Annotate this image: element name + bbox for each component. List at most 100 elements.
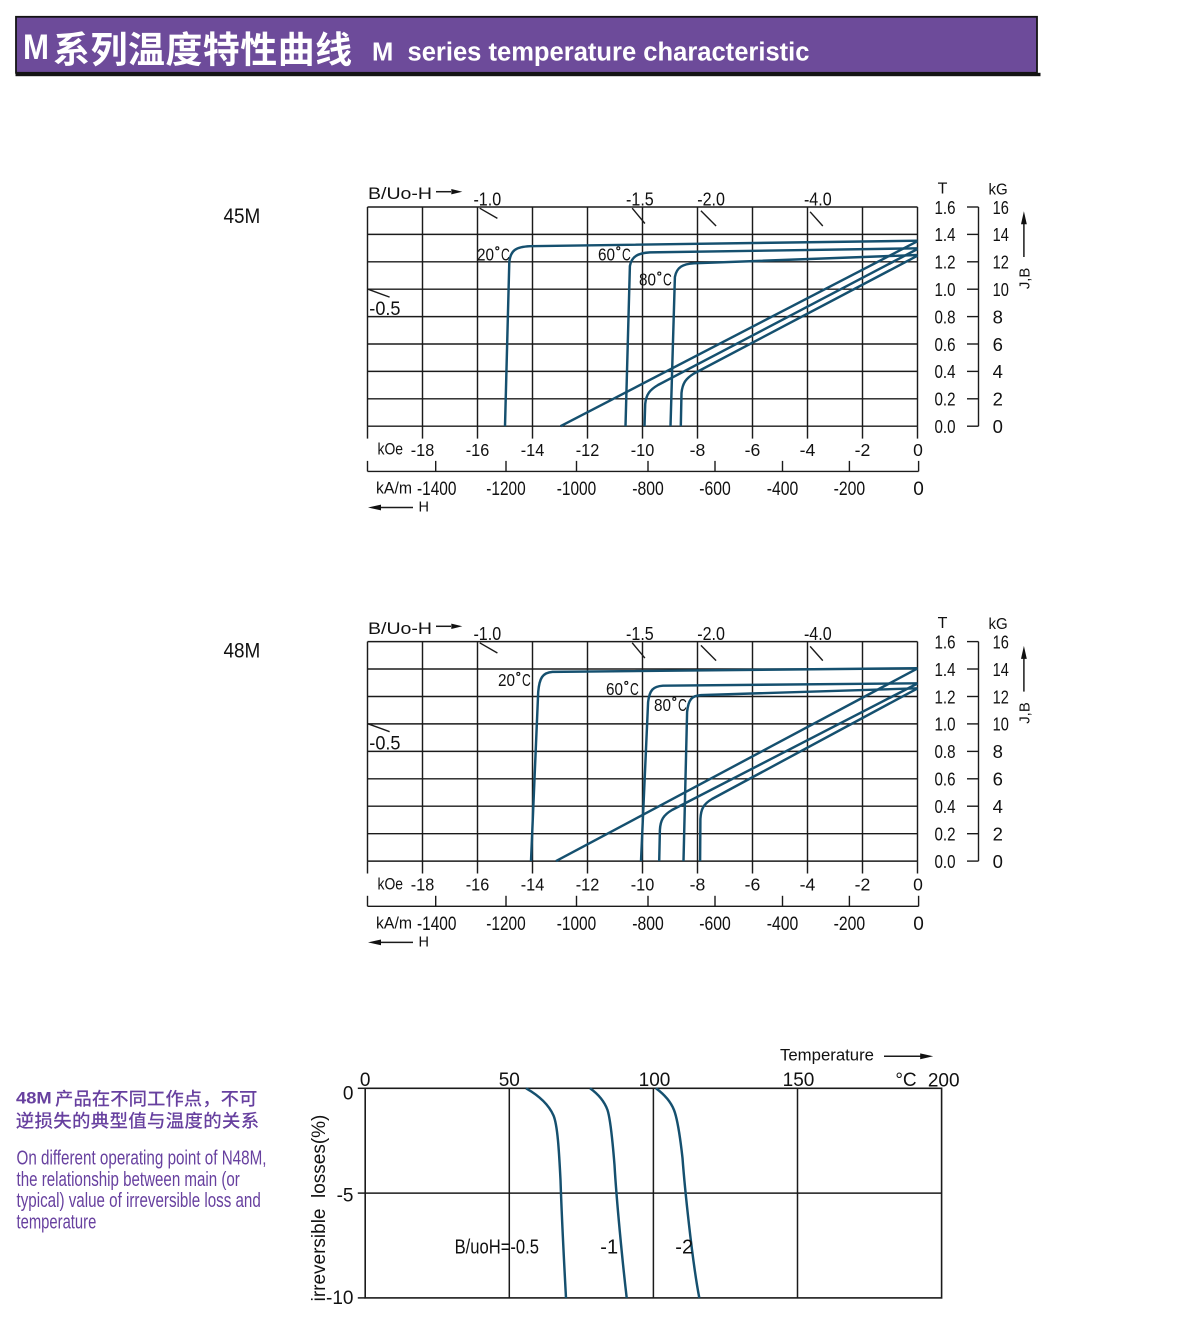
- svg-text:1.0: 1.0: [935, 714, 956, 735]
- svg-text:-200: -200: [834, 479, 866, 500]
- svg-text:0: 0: [913, 875, 923, 895]
- svg-text:-600: -600: [699, 914, 731, 935]
- svg-text:-14: -14: [521, 440, 545, 460]
- svg-text:-18: -18: [411, 440, 435, 460]
- svg-text:irreversible losses(%): irreversible losses(%): [308, 1115, 330, 1302]
- svg-text:-10: -10: [631, 875, 655, 895]
- svg-text:-600: -600: [699, 479, 731, 500]
- svg-text:4: 4: [993, 796, 1003, 817]
- svg-text:H: H: [419, 500, 429, 516]
- svg-text:-14: -14: [521, 875, 545, 895]
- svg-text:-1200: -1200: [486, 914, 525, 935]
- svg-text:0.8: 0.8: [935, 741, 956, 762]
- svg-text:-2.0: -2.0: [697, 189, 725, 210]
- svg-text:kOe: kOe: [378, 876, 404, 894]
- svg-text:-10: -10: [631, 440, 655, 460]
- svg-text:0.6: 0.6: [935, 334, 956, 355]
- svg-text:-1400: -1400: [417, 914, 456, 935]
- svg-text:-2.0: -2.0: [697, 623, 725, 644]
- svg-text:14: 14: [993, 659, 1009, 680]
- svg-text:C: C: [678, 695, 687, 715]
- svg-text:14: 14: [993, 224, 1009, 245]
- svg-text:-1.0: -1.0: [473, 623, 501, 644]
- svg-text:-800: -800: [632, 479, 664, 500]
- svg-text:-1.5: -1.5: [626, 623, 654, 644]
- svg-text:-5: -5: [337, 1186, 354, 1207]
- svg-text:16: 16: [993, 631, 1009, 652]
- svg-text:-400: -400: [767, 479, 799, 500]
- svg-text:0.0: 0.0: [935, 416, 956, 437]
- svg-text:0: 0: [913, 914, 924, 935]
- svg-text:-4: -4: [800, 440, 816, 460]
- svg-text:-6: -6: [745, 875, 761, 895]
- svg-text:-1: -1: [600, 1236, 618, 1258]
- svg-text:0: 0: [913, 479, 924, 500]
- svg-text:48M: 48M: [16, 1089, 52, 1108]
- svg-text:C: C: [501, 244, 510, 264]
- svg-text:-2: -2: [855, 440, 871, 460]
- svg-text:-400: -400: [767, 914, 799, 935]
- svg-text:60: 60: [606, 679, 623, 699]
- svg-text:H: H: [419, 935, 429, 951]
- svg-text:0: 0: [913, 440, 923, 460]
- svg-text:20: 20: [498, 670, 515, 690]
- svg-text:1.0: 1.0: [935, 279, 956, 300]
- svg-text:1.2: 1.2: [935, 252, 956, 273]
- svg-text:4: 4: [993, 361, 1003, 382]
- svg-text:-4.0: -4.0: [804, 189, 832, 210]
- svg-text:-1400: -1400: [417, 479, 456, 500]
- svg-text:J,B: J,B: [1017, 702, 1033, 724]
- svg-text:T: T: [938, 615, 948, 632]
- svg-text:kA/m: kA/m: [376, 915, 412, 933]
- svg-text:C: C: [663, 270, 672, 290]
- svg-text:60: 60: [598, 244, 615, 264]
- svg-text:-12: -12: [576, 440, 600, 460]
- svg-text:20: 20: [477, 244, 494, 264]
- svg-text:C: C: [522, 670, 531, 690]
- svg-text:°C: °C: [895, 1070, 916, 1091]
- svg-text:8: 8: [993, 741, 1003, 762]
- svg-text:2: 2: [993, 824, 1003, 845]
- svg-text:-2: -2: [675, 1236, 693, 1258]
- svg-text:6: 6: [993, 769, 1003, 790]
- svg-text:2: 2: [993, 389, 1003, 410]
- svg-text:1.6: 1.6: [935, 631, 956, 652]
- svg-text:10: 10: [993, 279, 1009, 300]
- svg-text:0.8: 0.8: [935, 306, 956, 327]
- svg-text:1.2: 1.2: [935, 686, 956, 707]
- svg-text:Temperature: Temperature: [780, 1046, 874, 1064]
- svg-text:1.6: 1.6: [935, 197, 956, 218]
- svg-text:-4.0: -4.0: [804, 623, 832, 644]
- svg-text:C: C: [622, 244, 631, 264]
- svg-text:kG: kG: [989, 616, 1008, 633]
- svg-text:-200: -200: [834, 914, 866, 935]
- svg-text:-16: -16: [466, 440, 490, 460]
- svg-text:-1.0: -1.0: [473, 189, 501, 210]
- svg-text:12: 12: [993, 252, 1009, 273]
- svg-text:kA/m: kA/m: [376, 480, 412, 498]
- svg-text:0: 0: [360, 1070, 371, 1091]
- svg-text:C: C: [630, 679, 639, 699]
- svg-text:0.4: 0.4: [935, 796, 956, 817]
- svg-text:-0.5: -0.5: [369, 299, 400, 320]
- svg-text:80: 80: [639, 270, 656, 290]
- svg-text:0: 0: [993, 416, 1003, 437]
- svg-text:-12: -12: [576, 875, 600, 895]
- svg-text:the relationship between main: the relationship between main (or: [17, 1168, 240, 1191]
- svg-text:8: 8: [993, 306, 1003, 327]
- svg-text:temperature: temperature: [17, 1211, 97, 1234]
- svg-text:-18: -18: [411, 875, 435, 895]
- svg-text:-8: -8: [690, 875, 706, 895]
- svg-text:-1000: -1000: [557, 914, 596, 935]
- svg-text:6: 6: [993, 334, 1003, 355]
- svg-text:1.4: 1.4: [935, 659, 956, 680]
- svg-text:kG: kG: [989, 182, 1008, 199]
- svg-text:B/uoH=-0.5: B/uoH=-0.5: [455, 1236, 539, 1258]
- svg-text:On different operating point o: On different operating point of N48M,: [17, 1146, 267, 1169]
- svg-text:-16: -16: [466, 875, 490, 895]
- svg-text:-10: -10: [326, 1288, 353, 1309]
- svg-text:kOe: kOe: [378, 441, 404, 459]
- svg-text:50: 50: [499, 1070, 520, 1091]
- svg-text:10: 10: [993, 714, 1009, 735]
- svg-text:0: 0: [993, 851, 1003, 872]
